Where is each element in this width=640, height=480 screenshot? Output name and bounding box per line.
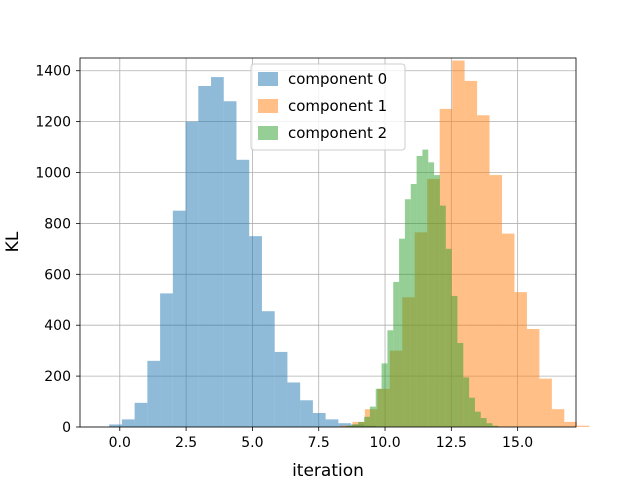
y-tick-label: 200 (44, 369, 71, 385)
x-tick-label: 0.0 (109, 435, 131, 451)
x-tick-label: 15.0 (502, 435, 533, 451)
histogram-bar (160, 293, 173, 427)
histogram-bar (261, 311, 275, 427)
histogram-bar (399, 238, 405, 427)
histogram-bar (564, 421, 577, 427)
histogram-bar (526, 329, 540, 427)
x-tick-label: 10.0 (369, 435, 400, 451)
histogram-bar (492, 425, 499, 427)
histogram-bar (428, 162, 435, 427)
x-tick-label: 12.5 (436, 435, 467, 451)
y-tick-label: 1200 (35, 115, 71, 131)
y-tick-label: 800 (44, 216, 71, 232)
x-tick-label: 2.5 (175, 435, 197, 451)
histogram-bar (300, 400, 313, 427)
histogram-bar (445, 248, 452, 427)
histogram-bar (211, 77, 224, 427)
histogram-bar (381, 363, 388, 427)
histogram-bar (223, 101, 237, 427)
histogram-bar (489, 175, 502, 427)
plot-frame (79, 57, 577, 428)
y-tick-label: 0 (62, 420, 71, 436)
histogram-bar (480, 418, 487, 427)
histogram-bar (346, 425, 353, 427)
histogram-bar (147, 360, 161, 427)
histogram-bar (364, 416, 370, 427)
y-tick-label: 1400 (35, 64, 71, 80)
histogram-bar (514, 292, 527, 427)
series-2-bars (346, 149, 499, 427)
histogram-bar (422, 149, 429, 427)
histogram-bar (410, 183, 417, 427)
histogram-bar (338, 423, 352, 427)
histogram-bar (358, 421, 365, 427)
legend-label: component 1 (288, 97, 387, 115)
histogram-bar (439, 205, 446, 427)
histogram-bar (134, 402, 148, 427)
x-tick-label: 7.5 (308, 435, 330, 451)
histogram-bar (469, 397, 475, 427)
legend-label: component 2 (288, 124, 387, 142)
histogram-bar (416, 155, 423, 427)
histogram-bar (312, 413, 326, 427)
histogram-bar (274, 351, 288, 427)
histogram-bars (109, 60, 590, 428)
histogram-bar (463, 377, 470, 427)
legend: component 0 component 1 component 2 (250, 63, 406, 151)
x-tick-label: 5.0 (241, 435, 263, 451)
legend-box (250, 63, 406, 151)
y-tick-label: 400 (44, 318, 71, 334)
y-tick-label: 600 (44, 267, 71, 283)
histogram-bar (387, 330, 394, 427)
histogram-bar (486, 423, 493, 427)
histogram-bar (109, 424, 122, 427)
histogram-bar (369, 406, 376, 427)
series-0-bars (109, 77, 377, 428)
histogram-bar (434, 175, 440, 427)
histogram-bar (172, 210, 186, 427)
histogram-bar (501, 233, 515, 427)
histogram-bar (477, 115, 490, 428)
histogram-bar (464, 80, 478, 428)
histogram-bar (249, 236, 262, 427)
y-tick-label: 1000 (35, 166, 71, 182)
legend-label: component 0 (288, 70, 387, 88)
histogram-bar (236, 159, 250, 428)
histogram-bar (393, 281, 400, 427)
histogram-bar (551, 409, 565, 427)
histogram-bar (457, 343, 464, 427)
histogram-bar (352, 424, 359, 427)
histogram-bar (451, 295, 458, 427)
legend-swatch (258, 72, 278, 86)
x-axis-label: iteration (292, 461, 364, 480)
histogram-bar (375, 388, 382, 427)
legend-swatch (258, 126, 278, 140)
axis-ticks: 0.0 2.5 5.0 7.5 10.0 12.5 15.0 0 200 400 600 800 100… (35, 64, 533, 451)
histogram-bar (287, 382, 301, 427)
histogram-bar (121, 419, 135, 427)
legend-swatch (258, 99, 278, 113)
histogram-bar (198, 85, 212, 427)
histogram-bar (539, 378, 552, 427)
y-axis-label: KL (3, 231, 23, 252)
histogram-bar (185, 121, 199, 427)
histogram-bar (325, 419, 339, 427)
histogram-bar (474, 411, 481, 427)
histogram-bar (576, 425, 590, 427)
histogram-bar (339, 425, 353, 427)
histogram-bar (404, 199, 411, 427)
